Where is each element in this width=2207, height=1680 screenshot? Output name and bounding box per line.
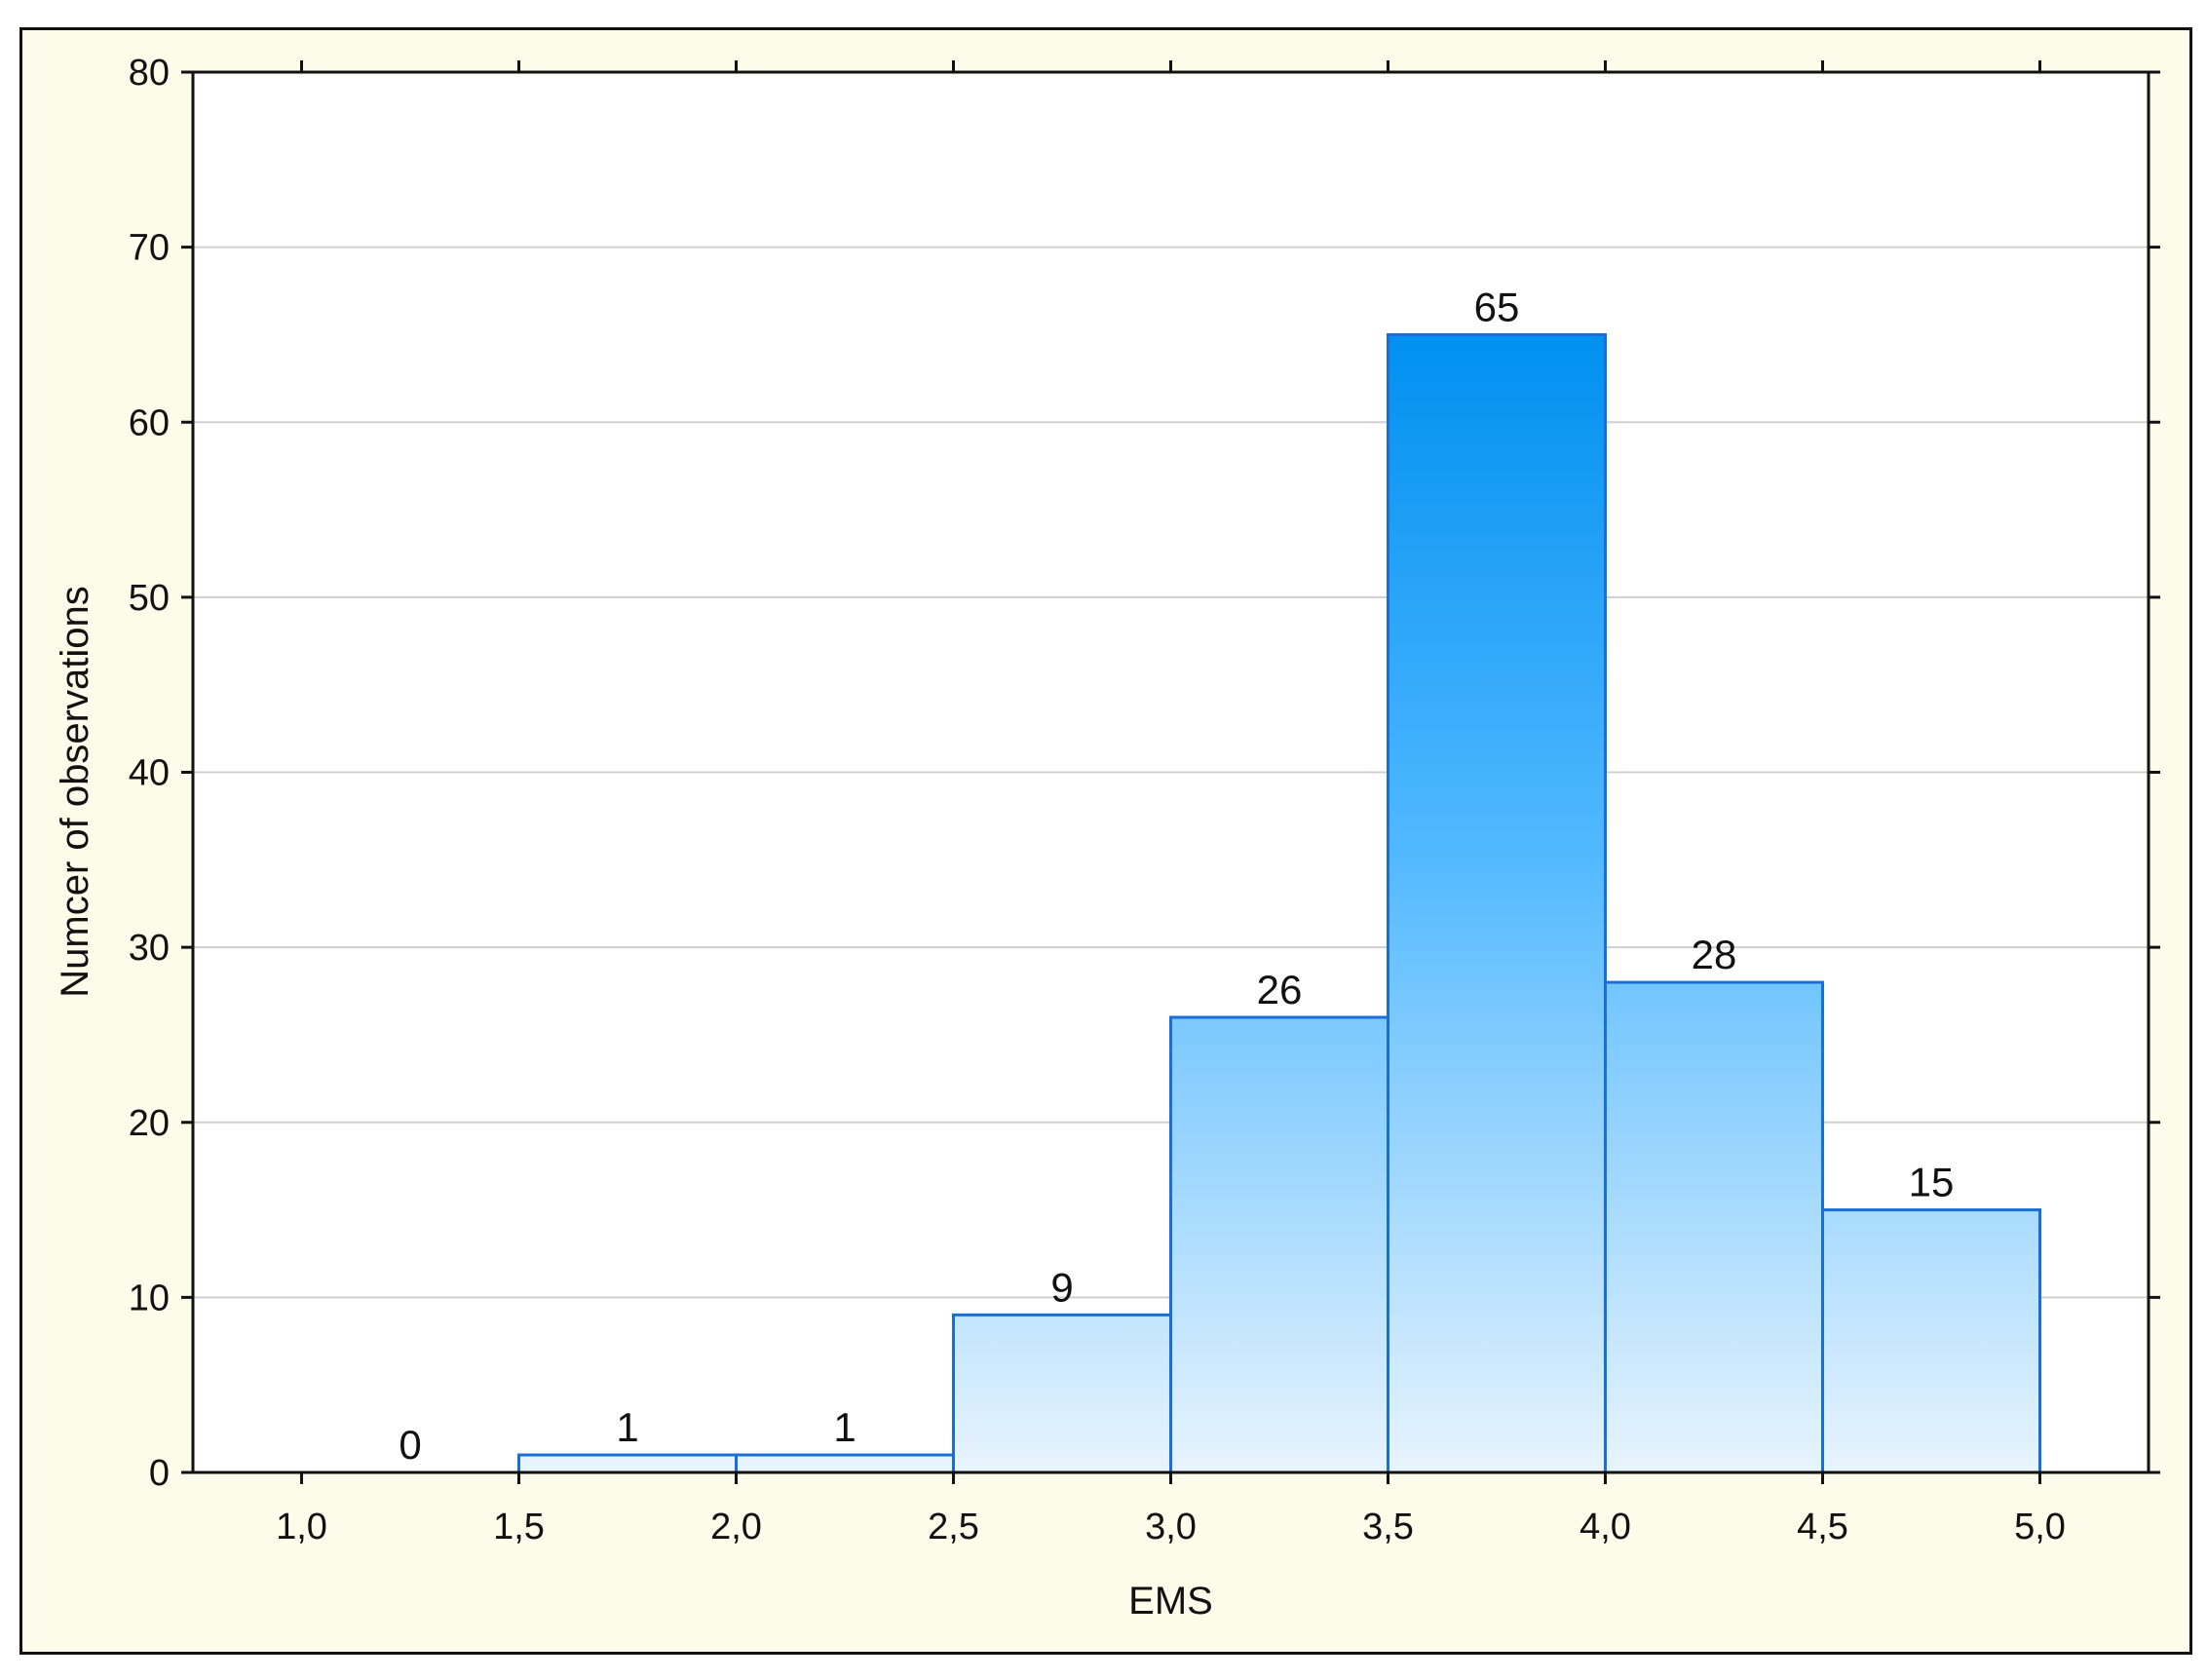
x-tick-label: 2,0 xyxy=(710,1507,762,1547)
histogram-bar xyxy=(1821,1208,2041,1474)
y-tick-label: 10 xyxy=(129,1278,170,1318)
x-tick-label: 1,0 xyxy=(276,1507,327,1547)
y-axis-title: Numcer of observations xyxy=(54,586,96,997)
x-axis-title: EMS xyxy=(1128,1580,1213,1623)
y-tick-label: 70 xyxy=(129,228,170,269)
y-tick-labels: 0 10 20 30 40 50 60 70 80 xyxy=(129,53,170,1494)
histogram-bar xyxy=(952,1313,1172,1474)
x-tick-label: 5,0 xyxy=(2014,1507,2066,1547)
x-tick-label: 1,5 xyxy=(493,1507,545,1547)
y-tick-label: 0 xyxy=(149,1453,170,1494)
x-tick-label: 4,0 xyxy=(1579,1507,1631,1547)
histogram-bar xyxy=(1387,332,1607,1474)
y-tick-label: 20 xyxy=(129,1103,170,1144)
y-tick-label: 80 xyxy=(129,53,170,94)
bars xyxy=(517,332,2041,1474)
chart-frame: 0 1 1 9 26 65 28 15 0 10 20 30 40 50 60 70 80 1,0 1,5 2,0… xyxy=(19,27,2192,1655)
y-tick-label: 30 xyxy=(129,928,170,969)
bar-value-label: 1 xyxy=(833,1404,856,1450)
histogram-bar xyxy=(735,1453,955,1474)
x-tick-label: 3,5 xyxy=(1362,1507,1414,1547)
histogram-chart: 0 1 1 9 26 65 28 15 0 10 20 30 40 50 60 70 80 1,0 1,5 2,0… xyxy=(54,53,2160,1623)
bar-value-label: 0 xyxy=(399,1422,421,1468)
histogram-bar xyxy=(1604,980,1824,1474)
x-tick-labels: 1,0 1,5 2,0 2,5 3,0 3,5 4,0 4,5 5,0 xyxy=(276,1507,2066,1547)
data-labels: 0 1 1 9 26 65 28 15 xyxy=(399,284,1954,1468)
histogram-bar xyxy=(1169,1015,1389,1474)
bar-value-label: 9 xyxy=(1050,1264,1073,1310)
bar-value-label: 65 xyxy=(1474,284,1520,329)
x-tick-label: 3,0 xyxy=(1145,1507,1197,1547)
x-tick-label: 4,5 xyxy=(1797,1507,1848,1547)
y-tick-label: 40 xyxy=(129,753,170,794)
bar-value-label: 15 xyxy=(1909,1160,1955,1205)
bar-value-label: 28 xyxy=(1692,932,1737,977)
y-tick-label: 50 xyxy=(129,578,170,619)
y-tick-label: 60 xyxy=(129,402,170,443)
histogram-bar xyxy=(517,1453,738,1474)
axis-ticks xyxy=(181,60,2160,1484)
bar-value-label: 1 xyxy=(616,1404,638,1450)
x-tick-label: 2,5 xyxy=(928,1507,979,1547)
bar-value-label: 26 xyxy=(1257,967,1303,1012)
